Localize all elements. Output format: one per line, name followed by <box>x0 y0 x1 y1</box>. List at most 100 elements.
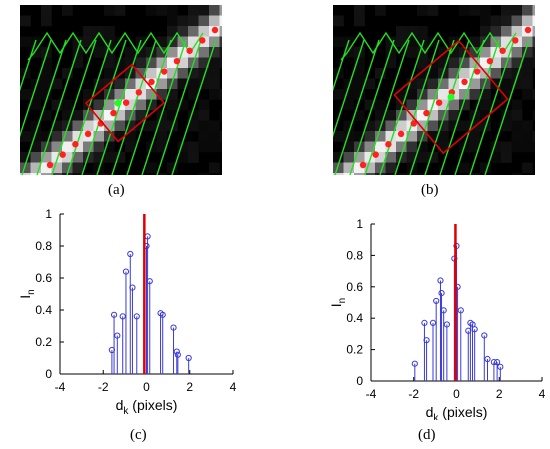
edge-pixel <box>354 173 365 184</box>
x-tick-label: 2 <box>186 380 193 394</box>
edge-pixel <box>333 89 344 100</box>
edge-pixel <box>198 47 210 58</box>
edge-pixel <box>385 47 397 58</box>
x-tick-label: -2 <box>98 380 109 394</box>
edge-pixel <box>364 99 376 111</box>
edge-pixel <box>125 57 136 69</box>
edge-pixel <box>501 78 512 90</box>
stem-marker <box>170 324 177 331</box>
stem-marker <box>411 360 418 367</box>
edge-pixel <box>448 78 460 90</box>
edge-pixel <box>209 141 220 153</box>
edge-pixel <box>417 36 428 48</box>
green-zigzag <box>27 31 204 61</box>
edge-pixel <box>177 78 189 90</box>
edge-pixel <box>93 173 105 184</box>
edge-pixel <box>41 15 52 27</box>
edge-pixel <box>343 131 355 142</box>
edge-pixel <box>490 141 502 153</box>
edge-pixel <box>448 68 460 79</box>
edge-pixel <box>188 78 199 90</box>
edge-pixel <box>114 89 126 100</box>
edge-pixel <box>406 36 418 48</box>
x-label-suffix: (pixels) <box>438 404 487 420</box>
stem-chart-d: -4 -2 0 2 4 0 0.2 0.4 0.6 0.8 1 dk (pixels) In <box>328 217 546 424</box>
edge-pixel <box>104 36 115 48</box>
edge-pixel <box>511 15 523 27</box>
edge-pixel <box>104 120 115 132</box>
edge-pixel <box>343 152 355 163</box>
edge-pixel <box>177 57 189 69</box>
edge-pixel <box>72 141 84 153</box>
stem-marker <box>173 348 180 355</box>
edge-pixel <box>501 89 512 100</box>
y-tick-label: 0.8 <box>35 239 52 253</box>
x-label-sub: k <box>123 406 129 417</box>
edge-pixel <box>427 78 439 90</box>
edge-pixel <box>177 152 189 163</box>
edge-pixel <box>396 173 407 184</box>
analysis-window <box>84 63 166 143</box>
edge-pixel <box>343 47 355 58</box>
edge-image-b <box>304 5 544 184</box>
green-line <box>394 39 440 176</box>
edge-pixel <box>375 131 386 142</box>
edge-pixel <box>219 131 231 142</box>
edge-pixel <box>417 57 428 69</box>
edge-pixel <box>125 47 136 58</box>
edge-pixel <box>219 141 231 153</box>
edge-pixel <box>417 141 428 153</box>
edge-pixel <box>522 5 533 16</box>
edge-pixel <box>385 110 397 121</box>
y-tick-label: 0.4 <box>35 303 52 317</box>
edge-pixel <box>62 141 73 153</box>
edge-pixel <box>30 89 42 100</box>
edge-pixel <box>30 78 42 90</box>
edge-pixel <box>93 26 105 37</box>
edge-pixel <box>30 173 42 184</box>
edge-pixel <box>490 68 502 79</box>
edge-marker <box>161 68 168 75</box>
panel-d-chart: -4 -2 0 2 4 0 0.2 0.4 0.6 0.8 1 dk (pixels) In <box>275 205 550 424</box>
edge-pixel <box>198 141 210 153</box>
edge-pixel <box>93 36 105 48</box>
edge-pixel <box>167 89 178 100</box>
edge-pixel <box>146 120 157 132</box>
x-tick-label: -4 <box>366 387 377 401</box>
edge-pixel <box>41 57 52 69</box>
edge-marker <box>359 161 367 169</box>
edge-pixel <box>125 89 136 100</box>
edge-pixel <box>72 162 84 174</box>
edge-pixel <box>41 89 52 100</box>
edge-pixel <box>406 78 418 90</box>
edge-pixel <box>62 131 73 142</box>
edge-pixel <box>417 152 428 163</box>
edge-pixel <box>406 99 418 111</box>
edge-pixel <box>114 68 126 79</box>
edge-pixel <box>209 68 220 79</box>
edge-pixel <box>156 47 168 58</box>
edge-pixel <box>209 5 220 16</box>
edge-pixel <box>469 78 481 90</box>
edge-pixel <box>156 120 168 132</box>
stem-marker <box>159 311 166 318</box>
edge-pixel <box>198 57 210 69</box>
edge-pixel <box>511 26 523 37</box>
edge-pixel <box>167 162 178 174</box>
edge-pixel <box>511 47 523 58</box>
edge-pixel <box>135 99 147 111</box>
edge-pixel <box>219 89 231 100</box>
edge-pixel <box>156 57 168 69</box>
edge-pixel <box>480 57 491 69</box>
edge-pixel <box>125 120 136 132</box>
edge-pixel <box>135 78 147 90</box>
y-tick-label: 0.2 <box>346 343 363 357</box>
edge-pixel <box>375 99 386 111</box>
edge-pixel <box>448 99 460 111</box>
edge-pixel <box>522 15 533 27</box>
edge-pixel <box>156 78 168 90</box>
edge-pixel <box>167 36 178 48</box>
edge-pixel <box>333 131 344 142</box>
stem-marker <box>440 307 447 314</box>
x-tick-label: -4 <box>55 380 66 394</box>
